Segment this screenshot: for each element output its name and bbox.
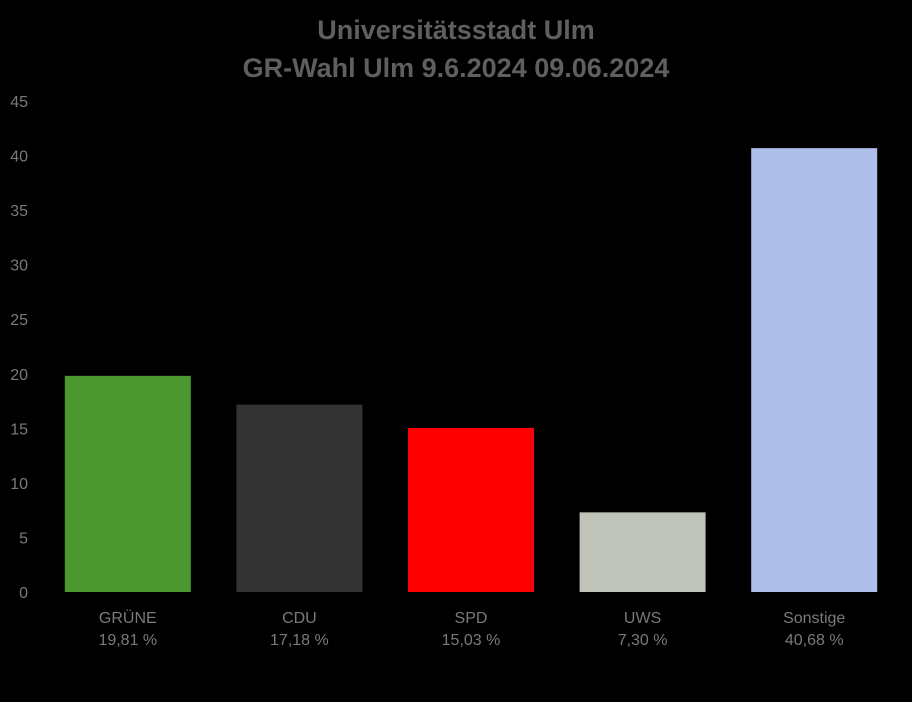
x-value-label: 7,30 % — [618, 632, 668, 649]
y-tick-label: 30 — [10, 258, 28, 275]
y-tick-label: 20 — [10, 367, 28, 384]
bar-spd — [408, 428, 534, 592]
y-tick-label: 15 — [10, 421, 28, 438]
bar-cdu — [236, 404, 363, 592]
x-category-label: GRÜNE — [99, 609, 157, 627]
x-value-label: 17,18 % — [270, 632, 329, 649]
bar-sonstige — [751, 148, 878, 593]
x-category-label: CDU — [282, 610, 317, 627]
x-category-label: UWS — [624, 610, 661, 627]
chart-subtitle: GR-Wahl Ulm 9.6.2024 09.06.2024 — [242, 53, 670, 83]
x-value-label: 19,81 % — [98, 632, 157, 649]
x-category-label: Sonstige — [783, 610, 845, 627]
x-category-label: SPD — [455, 610, 488, 627]
y-tick-label: 25 — [10, 312, 28, 329]
y-tick-label: 40 — [10, 149, 28, 166]
y-tick-label: 0 — [19, 585, 28, 602]
x-value-label: 15,03 % — [442, 632, 501, 649]
y-tick-label: 10 — [10, 476, 28, 493]
bar-uws — [579, 512, 706, 592]
y-tick-label: 35 — [10, 203, 28, 220]
y-tick-label: 45 — [10, 94, 28, 111]
y-tick-label: 5 — [19, 530, 28, 547]
bar-gr-ne — [64, 375, 191, 592]
chart-title: Universitätsstadt Ulm — [317, 15, 595, 45]
x-value-label: 40,68 % — [785, 632, 844, 649]
